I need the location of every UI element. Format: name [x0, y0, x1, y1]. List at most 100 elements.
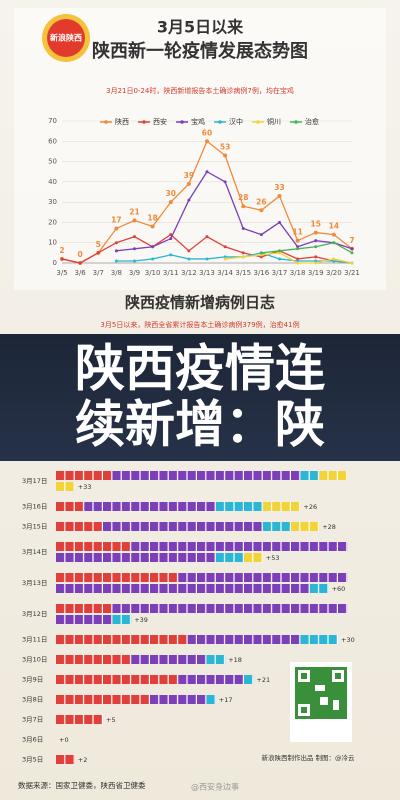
point — [114, 249, 118, 253]
log-date: 3月12日 — [22, 610, 47, 618]
day-total: +21 — [256, 676, 270, 684]
cell-divider — [56, 755, 75, 764]
day-total: +17 — [219, 696, 233, 704]
point — [114, 226, 119, 231]
cell-divider — [56, 675, 254, 684]
point — [332, 241, 336, 245]
point — [295, 238, 300, 243]
legend-marker — [294, 120, 298, 124]
point — [132, 218, 137, 223]
point — [205, 170, 209, 174]
data-label: 11 — [292, 228, 302, 237]
point — [133, 259, 136, 263]
title-line1: 3月5日以来 — [157, 18, 244, 37]
data-label: 60 — [202, 128, 212, 137]
data-label: 39 — [184, 171, 194, 180]
point — [78, 261, 82, 265]
cell-divider — [56, 604, 348, 613]
y-tick-label: 10 — [48, 239, 57, 247]
y-tick-label: 20 — [48, 218, 57, 226]
day-total: +39 — [134, 616, 148, 624]
x-tick-label: 3/17 — [272, 269, 288, 277]
day-total: +60 — [332, 585, 346, 593]
x-tick-label: 3/10 — [145, 269, 161, 277]
point — [259, 251, 263, 255]
data-label: 5 — [96, 240, 101, 249]
point — [277, 194, 282, 199]
day-total: +28 — [322, 523, 336, 531]
legend-marker — [180, 120, 184, 124]
x-tick-label: 3/20 — [326, 269, 342, 277]
qr-code — [290, 662, 352, 742]
point — [296, 247, 300, 251]
credit: 新浪陕西制作出品 制图：@冷云 — [261, 753, 355, 762]
point — [150, 224, 155, 229]
point — [296, 261, 300, 265]
qr-finder-core — [335, 673, 341, 679]
point — [223, 257, 227, 261]
legend-marker — [104, 120, 108, 124]
point — [278, 220, 281, 224]
log-date: 3月13日 — [22, 579, 47, 587]
legend-label: 汉中 — [229, 117, 243, 126]
point — [187, 257, 191, 261]
data-label: 26 — [256, 197, 266, 206]
log-date: 3月14日 — [22, 548, 47, 556]
data-label: 15 — [311, 220, 321, 229]
y-tick-label: 50 — [48, 158, 57, 166]
x-tick-label: 3/15 — [235, 269, 251, 277]
cell-divider — [56, 471, 348, 480]
cell-divider — [56, 635, 338, 644]
y-tick-label: 40 — [48, 178, 57, 186]
point — [168, 200, 173, 205]
log-date: 3月17日 — [22, 477, 47, 485]
point — [96, 251, 100, 255]
y-tick-label: 0 — [53, 259, 57, 267]
data-label: 21 — [129, 207, 139, 216]
data-label: 14 — [329, 222, 339, 231]
x-tick-label: 3/13 — [199, 269, 215, 277]
point — [332, 257, 336, 261]
x-tick-label: 3/9 — [129, 269, 140, 277]
x-tick-label: 3/14 — [217, 269, 233, 277]
overlay-line: 陕西疫情连 — [75, 340, 325, 398]
y-tick-label: 30 — [48, 198, 57, 206]
day-total: +33 — [78, 483, 92, 491]
point — [187, 249, 191, 253]
legend-label: 西安 — [153, 117, 167, 126]
qr-finder-core — [301, 673, 307, 679]
point — [241, 251, 245, 255]
log-date: 3月16日 — [22, 503, 47, 511]
log-title: 陕西疫情新增病例日志 — [125, 294, 275, 312]
x-tick-label: 3/5 — [56, 269, 67, 277]
cell-divider — [56, 482, 75, 491]
overlay-line: 续新增：陕 — [75, 396, 325, 454]
data-label: 2 — [59, 246, 64, 255]
watermark: @西安身边事 — [191, 782, 239, 792]
data-label: 7 — [349, 236, 354, 245]
day-total: +18 — [228, 656, 242, 664]
point — [223, 245, 227, 249]
point — [278, 257, 281, 261]
log-date: 3月8日 — [22, 696, 43, 704]
point — [187, 198, 191, 202]
cell-divider — [56, 553, 263, 562]
day-total: +5 — [106, 716, 116, 724]
point — [259, 208, 264, 213]
point — [350, 261, 354, 265]
data-label: 33 — [274, 183, 284, 192]
point — [60, 257, 64, 261]
logo-text: 新浪陕西 — [50, 33, 82, 43]
day-total: +0 — [59, 736, 69, 744]
overlay-banner — [0, 334, 400, 461]
point — [205, 139, 209, 144]
point — [278, 249, 281, 253]
day-total: +2 — [78, 756, 88, 764]
series-line — [116, 170, 353, 252]
qr-dot — [315, 685, 325, 691]
x-tick-label: 3/7 — [93, 269, 104, 277]
point — [331, 232, 336, 237]
